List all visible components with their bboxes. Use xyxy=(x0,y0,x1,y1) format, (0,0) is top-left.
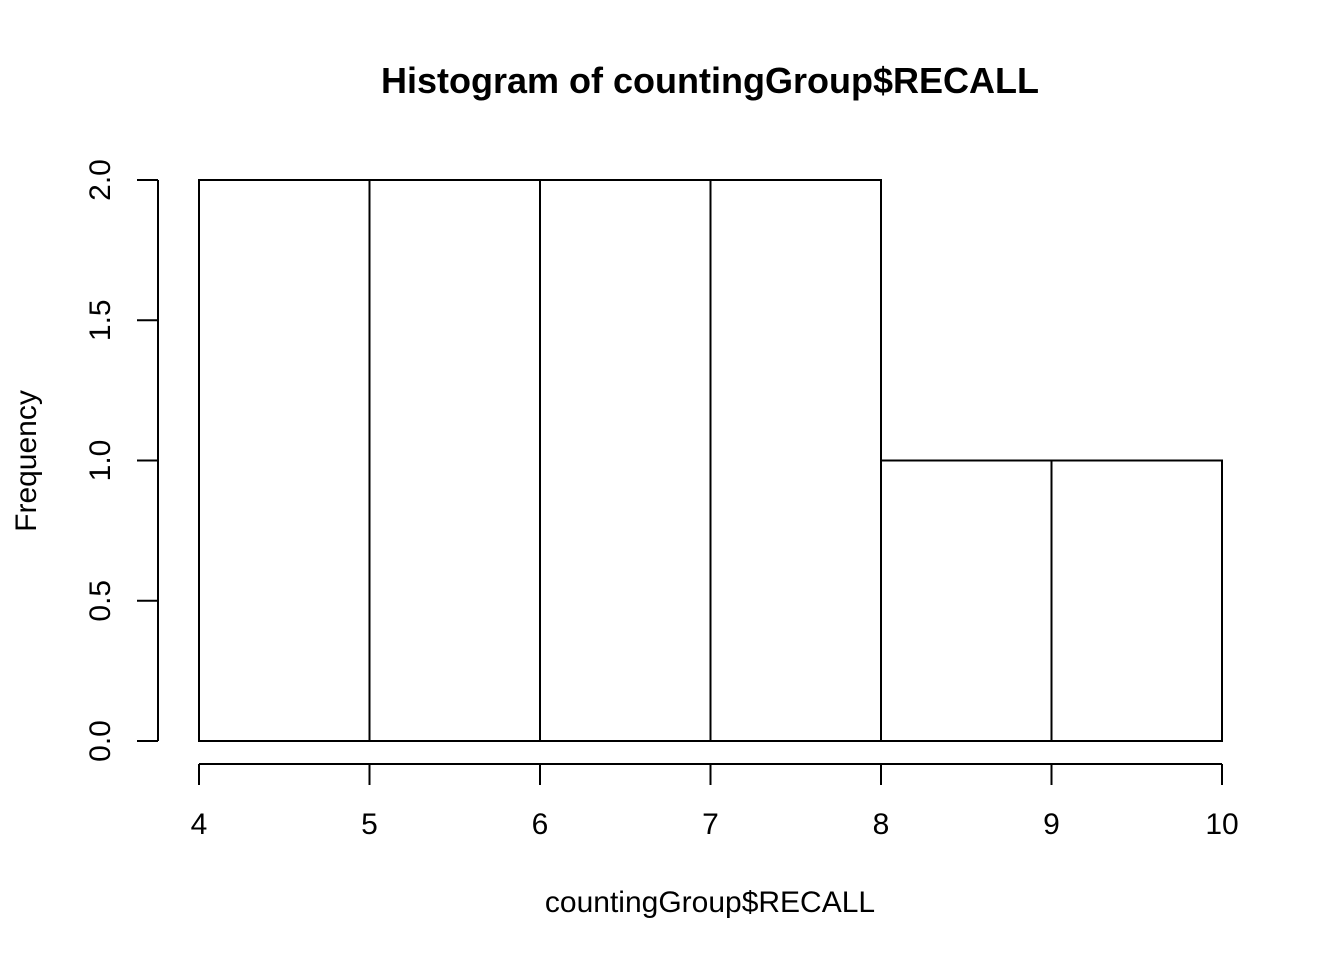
histogram-bar-4 xyxy=(880,459,1053,742)
histogram-bar-0 xyxy=(198,179,371,742)
y-axis-label: Frequency xyxy=(10,390,43,532)
y-tick-label-4: 2.0 xyxy=(84,159,117,201)
x-axis: 4 5 6 7 8 9 10 xyxy=(191,763,1239,841)
x-axis-label: countingGroup$RECALL xyxy=(545,886,875,919)
y-tick-label-1: 0.5 xyxy=(84,580,117,622)
y-axis: 0.0 0.5 1.0 1.5 2.0 xyxy=(84,159,159,762)
chart-title: Histogram of countingGroup$RECALL xyxy=(381,60,1039,101)
histogram-bar-5 xyxy=(1050,459,1223,742)
x-tick-label-1: 5 xyxy=(361,808,378,841)
x-tick-label-4: 8 xyxy=(873,808,890,841)
histogram-bar-2 xyxy=(539,179,712,742)
histogram-bar-1 xyxy=(368,179,541,742)
y-tick-label-0: 0.0 xyxy=(84,720,117,762)
histogram-bar-3 xyxy=(709,179,882,742)
x-tick-label-0: 4 xyxy=(191,808,208,841)
x-tick-label-2: 6 xyxy=(532,808,549,841)
x-tick-label-5: 9 xyxy=(1043,808,1060,841)
x-tick-label-6: 10 xyxy=(1205,808,1238,841)
x-tick-label-3: 7 xyxy=(702,808,719,841)
y-tick-label-3: 1.5 xyxy=(84,299,117,341)
y-tick-label-2: 1.0 xyxy=(84,440,117,482)
bars-layer xyxy=(198,179,1223,742)
